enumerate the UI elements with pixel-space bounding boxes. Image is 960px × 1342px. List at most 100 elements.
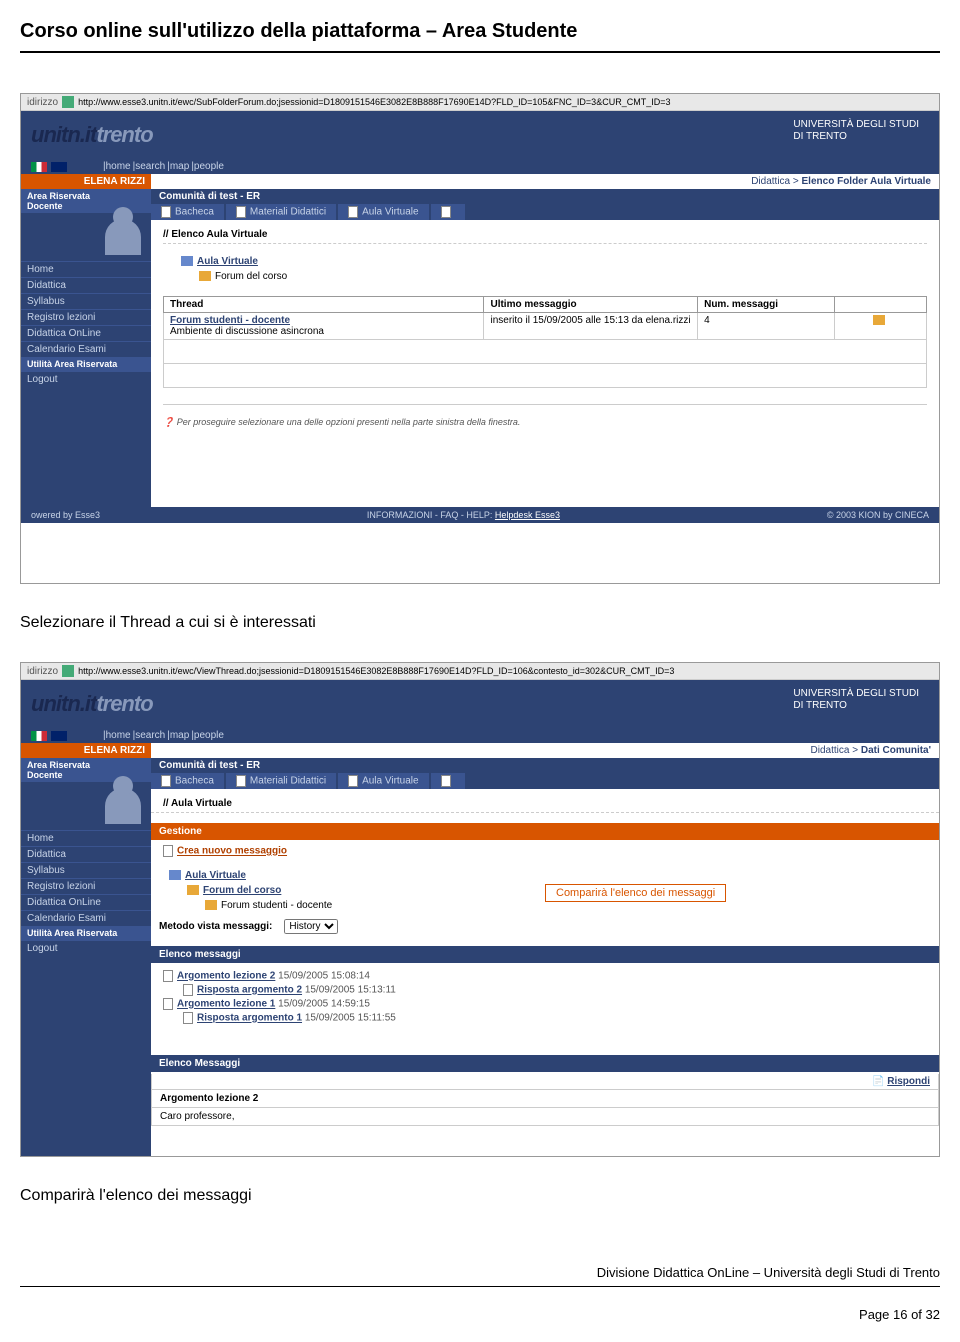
sidebar-item-logout[interactable]: Logout <box>21 940 151 956</box>
top-nav: |home |search |map |people <box>21 159 939 174</box>
tree-aula[interactable]: Aula Virtuale <box>151 868 545 883</box>
footer-text: Divisione Didattica OnLine – Università … <box>20 1265 940 1280</box>
sidebar-item-calendario[interactable]: Calendario Esami <box>21 341 151 357</box>
nav-search[interactable]: |search <box>133 161 166 172</box>
crea-messaggio-link[interactable]: Crea nuovo messaggio <box>177 846 287 857</box>
doc-icon <box>183 984 193 996</box>
tab-materiali[interactable]: Materiali Didattici <box>226 204 336 220</box>
thread-link[interactable]: Forum studenti - docente <box>170 315 290 326</box>
sidebar-item-online[interactable]: Didattica OnLine <box>21 894 151 910</box>
sidebar-item-online[interactable]: Didattica OnLine <box>21 325 151 341</box>
tab-materiali[interactable]: Materiali Didattici <box>226 773 336 789</box>
th-ultimo: Ultimo messaggio <box>484 297 698 313</box>
tab-extra[interactable] <box>431 204 465 220</box>
nav-people[interactable]: |people <box>191 161 224 172</box>
sidebar-item-syllabus[interactable]: Syllabus <box>21 293 151 309</box>
doc-icon <box>163 845 173 857</box>
university-label: UNIVERSITÀ DEGLI STUDI DI TRENTO <box>793 688 919 712</box>
list-item[interactable]: Risposta argomento 2 15/09/2005 15:13:11 <box>163 983 927 997</box>
folder-icon <box>199 271 211 281</box>
thread-table: Thread Ultimo messaggio Num. messaggi Fo… <box>163 296 927 388</box>
helpdesk-link[interactable]: Helpdesk Esse3 <box>495 510 560 520</box>
tree-thread[interactable]: Forum studenti - docente <box>151 898 545 913</box>
avatar <box>21 782 151 830</box>
tabs: Comunità di test - ER <box>151 189 939 204</box>
community-label: Comunità di test - ER <box>151 758 268 773</box>
university-label: UNIVERSITÀ DEGLI STUDI DI TRENTO <box>793 119 919 143</box>
reply-row: 📄 Rispondi <box>151 1074 939 1090</box>
tab-extra[interactable] <box>431 773 465 789</box>
sidebar-header-2: Utilità Area Riservata <box>21 357 151 371</box>
site-header: unitn.ittrento UNIVERSITÀ DEGLI STUDI DI… <box>21 680 939 728</box>
address-bar: idirizzo http://www.esse3.unitn.it/ewc/V… <box>21 663 939 680</box>
folder-icon <box>187 885 199 895</box>
content-area: Comunità di test - ER Bacheca Materiali … <box>151 758 939 1156</box>
breadcrumb-link[interactable]: Elenco Folder Aula Virtuale <box>802 176 931 187</box>
sidebar-header: Area RiservataDocente <box>21 189 151 213</box>
tree-forum[interactable]: Forum del corso <box>163 269 927 284</box>
tab-aula[interactable]: Aula Virtuale <box>338 773 429 789</box>
sidebar-item-syllabus[interactable]: Syllabus <box>21 862 151 878</box>
tree-forum[interactable]: Forum del corso <box>151 883 545 898</box>
sidebar-item-didattica[interactable]: Didattica <box>21 277 151 293</box>
page-title: Corso online sull'utilizzo della piattaf… <box>20 20 940 43</box>
caption-1: Selezionare il Thread a cui si è interes… <box>20 614 940 632</box>
rispondi-link[interactable]: Rispondi <box>887 1076 930 1087</box>
sidebar-item-home[interactable]: Home <box>21 830 151 846</box>
sidebar-item-registro[interactable]: Registro lezioni <box>21 309 151 325</box>
sidebar-item-didattica[interactable]: Didattica <box>21 846 151 862</box>
flag-uk-icon[interactable] <box>51 162 67 172</box>
screenshot-2: idirizzo http://www.esse3.unitn.it/ewc/V… <box>20 662 940 1157</box>
user-name: ELENA RIZZI <box>21 174 151 189</box>
user-bar: ELENA RIZZI Didattica > Elenco Folder Au… <box>21 174 939 189</box>
nav-home[interactable]: |home <box>103 730 131 741</box>
content-area: Comunità di test - ER Bacheca Materiali … <box>151 189 939 507</box>
page-icon <box>62 96 74 108</box>
nav-search[interactable]: |search <box>133 730 166 741</box>
tree-aula[interactable]: Aula Virtuale <box>163 254 927 269</box>
message-list: Argomento lezione 2 15/09/2005 15:08:14 … <box>151 965 939 1029</box>
sidebar-item-logout[interactable]: Logout <box>21 371 151 387</box>
last-message: inserito il 15/09/2005 alle 15:13 da ele… <box>484 313 698 340</box>
tab-bacheca[interactable]: Bacheca <box>151 773 224 789</box>
sidebar: Area RiservataDocente Home Didattica Syl… <box>21 189 151 507</box>
address-label: idirizzo <box>27 97 58 108</box>
breadcrumb-link[interactable]: Dati Comunita' <box>861 745 931 756</box>
callout-box: Comparirà l'elenco dei messaggi <box>545 884 726 902</box>
footer-rule <box>20 1286 940 1287</box>
content-breadcrumb: // Elenco Aula Virtuale <box>163 226 927 244</box>
nav-map[interactable]: |map <box>167 161 189 172</box>
body-row: Caro professore, <box>151 1108 939 1126</box>
address-bar: idirizzo http://www.esse3.unitn.it/ewc/S… <box>21 94 939 111</box>
list-item[interactable]: Argomento lezione 2 15/09/2005 15:08:14 <box>163 969 927 983</box>
top-nav: |home |search |map |people <box>21 728 939 743</box>
method-label: Metodo vista messaggi: <box>159 921 272 932</box>
list-item[interactable]: Argomento lezione 1 15/09/2005 14:59:15 <box>163 997 927 1011</box>
user-name: ELENA RIZZI <box>21 743 151 758</box>
msg-count: 4 <box>698 313 835 340</box>
sidebar-item-calendario[interactable]: Calendario Esami <box>21 910 151 926</box>
sidebar-item-home[interactable]: Home <box>21 261 151 277</box>
footer-right: © 2003 KION by CINECA <box>827 510 929 520</box>
doc-icon <box>163 970 173 982</box>
folder-icon[interactable] <box>873 315 885 325</box>
method-select[interactable]: History <box>284 919 338 934</box>
address-url: http://www.esse3.unitn.it/ewc/ViewThread… <box>78 666 674 676</box>
nav-people[interactable]: |people <box>191 730 224 741</box>
page-footer: Divisione Didattica OnLine – Università … <box>20 1265 940 1322</box>
flag-it-icon[interactable] <box>31 162 47 172</box>
nav-map[interactable]: |map <box>167 730 189 741</box>
tab-bacheca[interactable]: Bacheca <box>151 204 224 220</box>
footer-bar: owered by Esse3 INFORMAZIONI - FAQ - HEL… <box>21 507 939 523</box>
title-rule <box>20 51 940 53</box>
avatar <box>21 213 151 261</box>
footer-mid: INFORMAZIONI - FAQ - HELP: Helpdesk Esse… <box>367 510 560 520</box>
flag-uk-icon[interactable] <box>51 731 67 741</box>
tab-aula[interactable]: Aula Virtuale <box>338 204 429 220</box>
flag-it-icon[interactable] <box>31 731 47 741</box>
list-item[interactable]: Risposta argomento 1 15/09/2005 15:11:55 <box>163 1011 927 1025</box>
site-logo: unitn.ittrento <box>31 691 153 717</box>
nav-home[interactable]: |home <box>103 161 131 172</box>
table-row[interactable]: Forum studenti - docente Ambiente di dis… <box>164 313 927 340</box>
sidebar-item-registro[interactable]: Registro lezioni <box>21 878 151 894</box>
